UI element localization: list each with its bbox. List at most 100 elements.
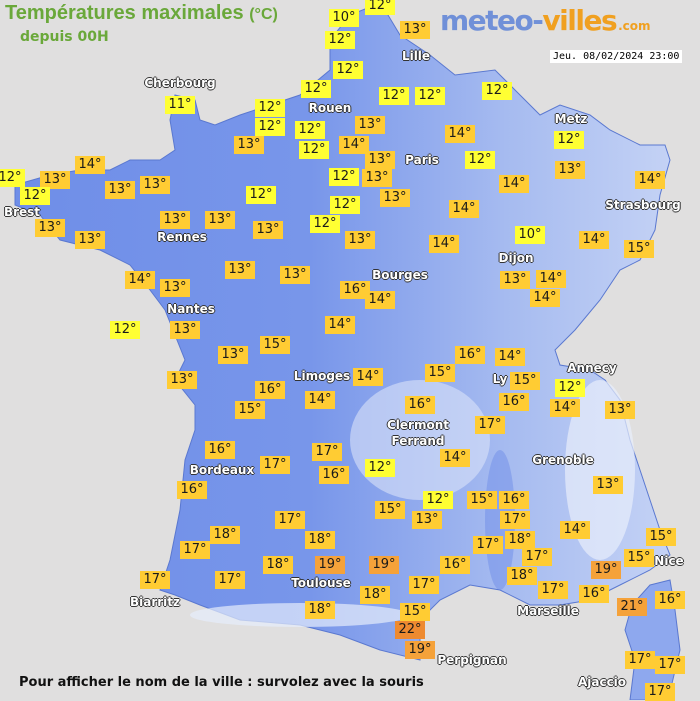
temperature-label[interactable]: 15°: [425, 364, 455, 382]
temperature-label[interactable]: 14°: [530, 289, 560, 307]
temperature-label[interactable]: 12°: [310, 215, 340, 233]
temperature-label[interactable]: 17°: [140, 571, 170, 589]
logo[interactable]: meteo-villes .com: [440, 4, 651, 37]
temperature-label[interactable]: 16°: [319, 466, 349, 484]
temperature-label[interactable]: 14°: [536, 270, 566, 288]
temperature-label[interactable]: 16°: [205, 441, 235, 459]
temperature-label[interactable]: 17°: [180, 541, 210, 559]
temperature-label[interactable]: 12°: [365, 459, 395, 477]
temperature-label[interactable]: 17°: [655, 656, 685, 674]
temperature-label[interactable]: 12°: [295, 121, 325, 139]
temperature-label[interactable]: 15°: [646, 528, 676, 546]
temperature-label[interactable]: 13°: [40, 171, 70, 189]
temperature-label[interactable]: 13°: [218, 346, 248, 364]
temperature-label[interactable]: 11°: [165, 96, 195, 114]
temperature-label[interactable]: 16°: [499, 491, 529, 509]
temperature-label[interactable]: 13°: [140, 176, 170, 194]
temperature-label[interactable]: 18°: [305, 601, 335, 619]
temperature-label[interactable]: 14°: [325, 316, 355, 334]
temperature-label[interactable]: 18°: [305, 531, 335, 549]
temperature-label[interactable]: 17°: [500, 511, 530, 529]
temperature-label[interactable]: 13°: [253, 221, 283, 239]
temperature-label[interactable]: 16°: [405, 396, 435, 414]
temperature-label[interactable]: 15°: [467, 491, 497, 509]
temperature-label[interactable]: 19°: [591, 561, 621, 579]
temperature-label[interactable]: 19°: [369, 556, 399, 574]
temperature-label[interactable]: 17°: [312, 443, 342, 461]
temperature-label[interactable]: 16°: [340, 281, 370, 299]
temperature-label[interactable]: 13°: [593, 476, 623, 494]
temperature-label[interactable]: 14°: [365, 291, 395, 309]
temperature-label[interactable]: 13°: [345, 231, 375, 249]
temperature-label[interactable]: 13°: [160, 211, 190, 229]
temperature-label[interactable]: 13°: [170, 321, 200, 339]
temperature-label[interactable]: 19°: [315, 556, 345, 574]
temperature-label[interactable]: 13°: [380, 189, 410, 207]
temperature-label[interactable]: 12°: [465, 151, 495, 169]
temperature-label[interactable]: 12°: [20, 187, 50, 205]
temperature-label[interactable]: 14°: [560, 521, 590, 539]
temperature-label[interactable]: 17°: [215, 571, 245, 589]
temperature-label[interactable]: 12°: [325, 31, 355, 49]
temperature-label[interactable]: 13°: [355, 116, 385, 134]
temperature-label[interactable]: 17°: [625, 651, 655, 669]
temperature-label[interactable]: 17°: [409, 576, 439, 594]
temperature-label[interactable]: 18°: [210, 526, 240, 544]
temperature-label[interactable]: 14°: [353, 368, 383, 386]
temperature-label[interactable]: 12°: [246, 186, 276, 204]
temperature-label[interactable]: 18°: [263, 556, 293, 574]
temperature-label[interactable]: 12°: [255, 99, 285, 117]
temperature-label[interactable]: 14°: [429, 235, 459, 253]
temperature-label[interactable]: 13°: [605, 401, 635, 419]
temperature-label[interactable]: 17°: [522, 548, 552, 566]
temperature-label[interactable]: 16°: [455, 346, 485, 364]
temperature-label[interactable]: 12°: [415, 87, 445, 105]
temperature-label[interactable]: 13°: [400, 21, 430, 39]
temperature-label[interactable]: 13°: [234, 136, 264, 154]
temperature-label[interactable]: 13°: [280, 266, 310, 284]
temperature-label[interactable]: 13°: [555, 161, 585, 179]
temperature-label[interactable]: 16°: [499, 393, 529, 411]
temperature-label[interactable]: 18°: [505, 531, 535, 549]
temperature-label[interactable]: 16°: [440, 556, 470, 574]
temperature-label[interactable]: 17°: [645, 683, 675, 701]
temperature-label[interactable]: 14°: [125, 271, 155, 289]
temperature-label[interactable]: 13°: [75, 231, 105, 249]
temperature-label[interactable]: 13°: [412, 511, 442, 529]
temperature-label[interactable]: 17°: [473, 536, 503, 554]
temperature-label[interactable]: 14°: [339, 136, 369, 154]
temperature-label[interactable]: 13°: [225, 261, 255, 279]
temperature-label[interactable]: 12°: [555, 379, 585, 397]
temperature-label[interactable]: 12°: [299, 141, 329, 159]
temperature-label[interactable]: 14°: [445, 125, 475, 143]
temperature-label[interactable]: 12°: [379, 87, 409, 105]
temperature-label[interactable]: 14°: [449, 200, 479, 218]
temperature-label[interactable]: 16°: [655, 591, 685, 609]
temperature-label[interactable]: 13°: [500, 271, 530, 289]
temperature-label[interactable]: 12°: [255, 118, 285, 136]
temperature-label[interactable]: 15°: [400, 603, 430, 621]
temperature-label[interactable]: 12°: [365, 0, 395, 15]
temperature-label[interactable]: 14°: [440, 449, 470, 467]
temperature-label[interactable]: 14°: [495, 348, 525, 366]
temperature-label[interactable]: 22°: [395, 621, 425, 639]
temperature-label[interactable]: 12°: [301, 80, 331, 98]
temperature-label[interactable]: 15°: [375, 501, 405, 519]
temperature-label[interactable]: 14°: [75, 156, 105, 174]
temperature-label[interactable]: 13°: [105, 181, 135, 199]
temperature-label[interactable]: 16°: [579, 585, 609, 603]
temperature-label[interactable]: 14°: [635, 171, 665, 189]
temperature-label[interactable]: 13°: [365, 151, 395, 169]
temperature-label[interactable]: 17°: [260, 456, 290, 474]
temperature-label[interactable]: 13°: [362, 169, 392, 187]
temperature-label[interactable]: 13°: [35, 219, 65, 237]
temperature-label[interactable]: 12°: [329, 168, 359, 186]
temperature-label[interactable]: 17°: [475, 416, 505, 434]
temperature-label[interactable]: 19°: [405, 641, 435, 659]
temperature-label[interactable]: 12°: [554, 131, 584, 149]
temperature-label[interactable]: 13°: [205, 211, 235, 229]
temperature-label[interactable]: 21°: [617, 598, 647, 616]
temperature-label[interactable]: 13°: [160, 279, 190, 297]
temperature-label[interactable]: 14°: [550, 399, 580, 417]
temperature-label[interactable]: 15°: [235, 401, 265, 419]
